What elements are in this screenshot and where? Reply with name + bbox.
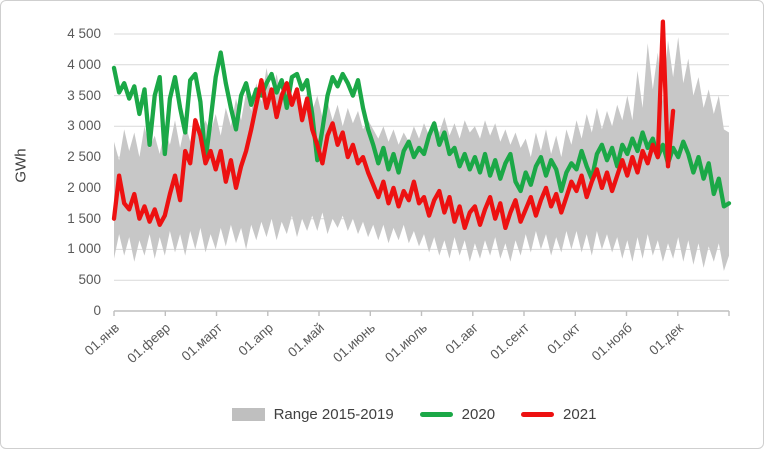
y-axis-tick-label: 500: [78, 272, 101, 288]
x-axis: [113, 310, 730, 316]
y-axis-tick-label: 4 500: [67, 26, 101, 41]
legend-item-2020: 2020: [419, 406, 496, 423]
y-axis-tick-label: 2 500: [67, 149, 101, 165]
y-axis-tick-label: 1 000: [67, 241, 101, 257]
legend-item-range: Range 2015-2019: [231, 406, 394, 423]
y-axis-tick-label: 3 500: [67, 87, 101, 103]
series-2021-line: [111, 19, 676, 231]
legend-item-2021: 2021: [521, 406, 596, 423]
y-axis-tick-label: 2 000: [67, 179, 101, 195]
chart-legend: Range 2015-2019 2020 2021: [1, 406, 763, 423]
y-axis-tick-label: 4 000: [67, 56, 101, 72]
legend-swatch-2020-icon: [419, 412, 453, 417]
legend-label-2021: 2021: [563, 406, 597, 423]
legend-swatch-2021-icon: [521, 412, 555, 417]
legend-label-2020: 2020: [461, 406, 496, 423]
y-axis-tick-label: 0: [93, 303, 101, 318]
y-axis-title: GWh: [12, 148, 30, 183]
legend-swatch-range-icon: [231, 408, 265, 421]
legend-label-range: Range 2015-2019: [273, 406, 394, 423]
y-axis-tick-label: 3 000: [67, 118, 101, 134]
series-2020-line: [111, 50, 732, 209]
y-axis-tick-label: 1 500: [67, 210, 101, 226]
